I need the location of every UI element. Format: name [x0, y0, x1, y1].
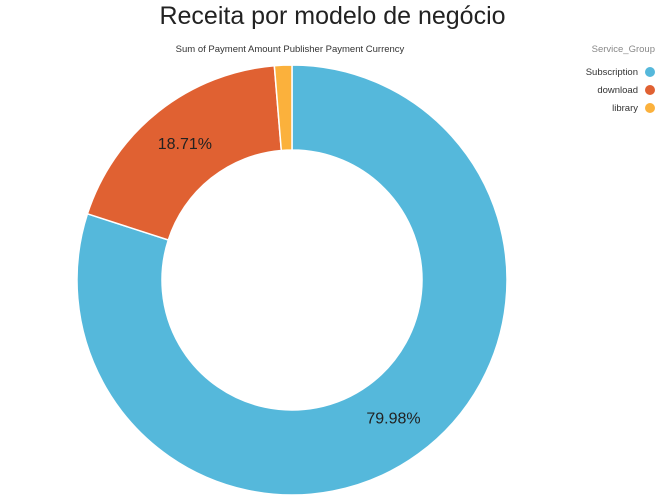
legend-swatch [645, 85, 655, 95]
chart-subtitle: Sum of Payment Amount Publisher Payment … [175, 44, 405, 55]
legend-swatch [645, 67, 655, 77]
data-label-download: 18.71% [158, 136, 212, 153]
legend-label: library [612, 102, 638, 114]
legend-label: download [597, 84, 638, 96]
legend-swatch [645, 103, 655, 113]
legend-item-download[interactable]: download [586, 81, 655, 99]
legend-label: Subscription [585, 66, 638, 78]
legend-item-library[interactable]: library [586, 99, 655, 117]
legend-item-subscription[interactable]: Subscription [586, 63, 655, 81]
data-label-subscription: 79.98% [366, 411, 420, 428]
legend: Service_Group Subscription download librar… [586, 44, 655, 117]
legend-title: Service_Group [591, 44, 655, 55]
slice-subscription[interactable] [76, 64, 508, 496]
chart-title: Receita por modelo de negócio [159, 2, 506, 30]
slice-library[interactable] [273, 64, 293, 152]
